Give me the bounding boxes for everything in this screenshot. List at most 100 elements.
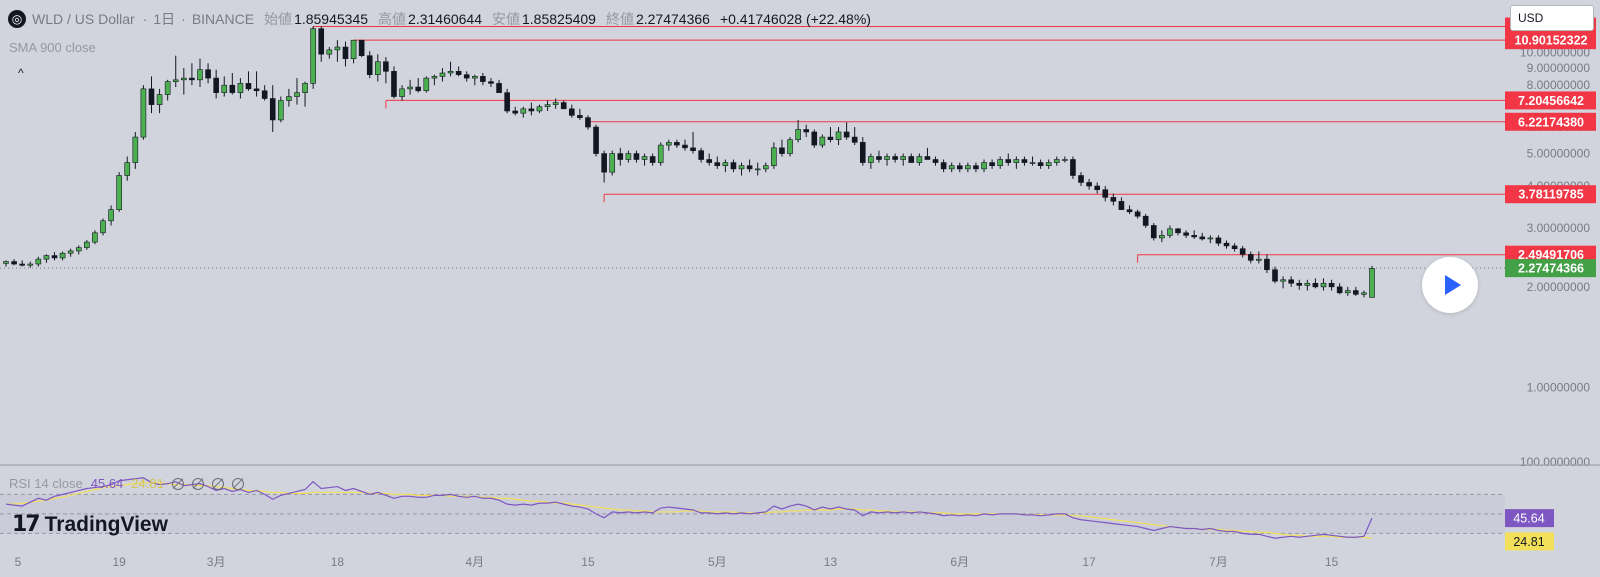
candle-body: [108, 209, 114, 222]
x-tick-label: 15: [1325, 555, 1339, 569]
candle-body: [1199, 236, 1206, 240]
candle-body: [1280, 279, 1286, 282]
low-label: 安値: [492, 11, 520, 27]
candle-body: [819, 136, 826, 146]
sma-legend[interactable]: SMA 900 close: [9, 40, 96, 55]
candle-body: [237, 83, 244, 93]
candle-body: [132, 136, 139, 163]
currency-select[interactable]: USD: [1510, 5, 1594, 31]
candle-body: [1256, 258, 1262, 261]
candle-body: [140, 88, 147, 138]
tradingview-logo[interactable]: 17 TradingView: [12, 512, 168, 537]
last-price-label: 2.27474366: [1518, 262, 1584, 276]
candle-body: [1086, 182, 1092, 187]
candle-body: [1175, 228, 1181, 234]
candle-body: [843, 131, 850, 138]
candle-body: [520, 108, 527, 114]
candle-body: [1078, 175, 1084, 183]
candle-body: [294, 92, 300, 97]
candle-body: [1312, 282, 1319, 288]
candle-body: [455, 71, 462, 75]
candle-body: [512, 110, 519, 114]
x-tick-label: 4月: [465, 555, 484, 569]
open-value: 1.85945345: [294, 11, 369, 27]
candle-body: [221, 84, 228, 93]
candle-body: [253, 88, 260, 92]
candle-body: [1070, 159, 1076, 176]
candle-body: [657, 144, 664, 163]
chevron-up-icon[interactable]: ^: [18, 66, 24, 80]
worldcoin-icon: ◎: [8, 10, 26, 28]
rsi-line: [5, 477, 1373, 539]
hidden-eye-icon[interactable]: [171, 477, 184, 490]
candle-body: [1288, 279, 1294, 284]
candle-body: [528, 108, 535, 112]
level-label: 7.20456642: [1518, 94, 1584, 108]
x-tick-label: 5: [15, 555, 22, 569]
hidden-eye-icon[interactable]: [211, 477, 224, 490]
candle-body: [851, 136, 858, 143]
x-tick-label: 3月: [207, 555, 226, 569]
candle-body: [423, 77, 430, 92]
candle-body: [197, 69, 203, 81]
candle-body: [463, 74, 470, 79]
candle-body: [674, 142, 680, 146]
x-tick-label: 6月: [950, 555, 969, 569]
rsi-legend[interactable]: RSI 14 close 45.64 24.81: [9, 476, 244, 491]
candle-body: [738, 165, 745, 170]
y-tick-label: 3.00000000: [1527, 221, 1591, 235]
candle-body: [617, 153, 624, 160]
horizontal-levels: [0, 26, 1505, 269]
exchange: BINANCE: [191, 11, 255, 27]
level-label-bg: [1505, 31, 1596, 50]
candle-body: [326, 49, 333, 55]
hidden-eye-icon[interactable]: [231, 477, 244, 490]
candle-body: [859, 142, 866, 163]
candle-body: [1247, 254, 1254, 261]
candle-body: [803, 129, 810, 133]
candle-body: [722, 162, 729, 166]
candle-body: [665, 142, 672, 146]
candle-body: [1150, 225, 1157, 239]
interval[interactable]: 1日: [153, 11, 176, 27]
x-tick-label: 19: [112, 555, 126, 569]
x-tick-label: 15: [581, 555, 595, 569]
open-label: 始値: [264, 11, 293, 27]
candle-body: [698, 150, 704, 160]
candle-body: [1296, 282, 1303, 286]
candle-body: [948, 165, 955, 170]
candle-body: [229, 84, 236, 93]
candle-body: [601, 153, 607, 173]
level-label: 6.22174380: [1518, 115, 1584, 129]
level-label-bg: [1505, 112, 1596, 131]
candle-body: [19, 263, 25, 266]
candle-body: [1045, 162, 1052, 166]
candle-body: [1215, 237, 1222, 244]
candle-body: [730, 162, 737, 170]
candle-body: [124, 162, 131, 176]
candle-body: [92, 232, 98, 243]
candle-body: [892, 156, 898, 160]
play-icon[interactable]: [1422, 257, 1478, 313]
level-label: 10.90152322: [1515, 34, 1588, 48]
candle-body: [1029, 162, 1036, 164]
candle-body: [868, 156, 874, 163]
level-label-bg: [1505, 91, 1596, 110]
candle-body: [480, 76, 486, 82]
symbol-header[interactable]: ◎ WLD / US Dollar · 1日 · BINANCE 始値 1.85…: [8, 9, 881, 29]
candle-body: [1134, 211, 1141, 217]
candle-body: [1272, 269, 1278, 282]
candle-body: [593, 126, 599, 154]
candle-body: [956, 165, 963, 170]
close-label: 終値: [605, 11, 634, 27]
symbol-name[interactable]: WLD / US Dollar: [32, 11, 135, 27]
x-tick-label: 17: [1082, 555, 1096, 569]
candle-body: [1159, 235, 1165, 239]
candle-body: [1207, 237, 1214, 240]
hidden-eye-icon[interactable]: [191, 477, 204, 490]
candle-body: [43, 255, 50, 260]
x-axis: 5 19 3月 18 4月 15 5月 13 6月 17 7月 15: [15, 555, 1339, 569]
candle-body: [504, 92, 510, 112]
candle-body: [1021, 159, 1028, 163]
